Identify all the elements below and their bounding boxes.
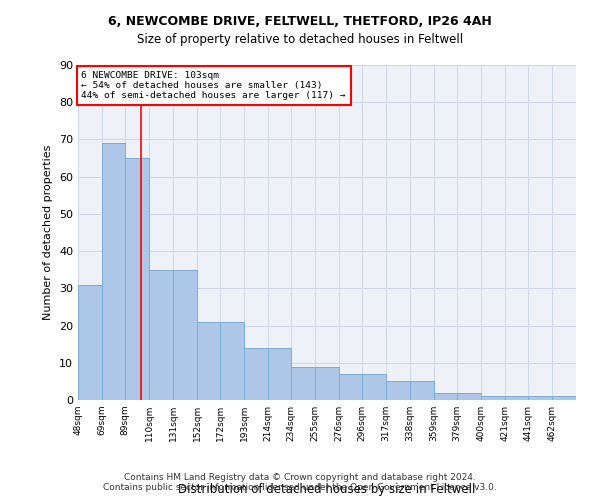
Bar: [125, 158, 149, 400]
Text: 6 NEWCOMBE DRIVE: 103sqm
← 54% of detached houses are smaller (143)
44% of semi-: 6 NEWCOMBE DRIVE: 103sqm ← 54% of detach…: [82, 70, 346, 101]
Bar: [481, 396, 505, 400]
Bar: [149, 270, 173, 400]
X-axis label: Distribution of detached houses by size in Feltwell: Distribution of detached houses by size …: [178, 483, 476, 496]
Text: Size of property relative to detached houses in Feltwell: Size of property relative to detached ho…: [137, 32, 463, 46]
Bar: [102, 143, 125, 400]
Bar: [362, 374, 386, 400]
Bar: [505, 396, 528, 400]
Text: Contains HM Land Registry data © Crown copyright and database right 2024.
Contai: Contains HM Land Registry data © Crown c…: [103, 473, 497, 492]
Bar: [173, 270, 197, 400]
Bar: [268, 348, 291, 400]
Bar: [315, 366, 339, 400]
Bar: [528, 396, 552, 400]
Bar: [386, 382, 410, 400]
Bar: [197, 322, 220, 400]
Bar: [552, 396, 576, 400]
Bar: [291, 366, 315, 400]
Bar: [244, 348, 268, 400]
Text: 6, NEWCOMBE DRIVE, FELTWELL, THETFORD, IP26 4AH: 6, NEWCOMBE DRIVE, FELTWELL, THETFORD, I…: [108, 15, 492, 28]
Bar: [410, 382, 434, 400]
Bar: [339, 374, 362, 400]
Y-axis label: Number of detached properties: Number of detached properties: [43, 145, 53, 320]
Bar: [457, 392, 481, 400]
Bar: [78, 284, 102, 400]
Bar: [434, 392, 457, 400]
Bar: [220, 322, 244, 400]
